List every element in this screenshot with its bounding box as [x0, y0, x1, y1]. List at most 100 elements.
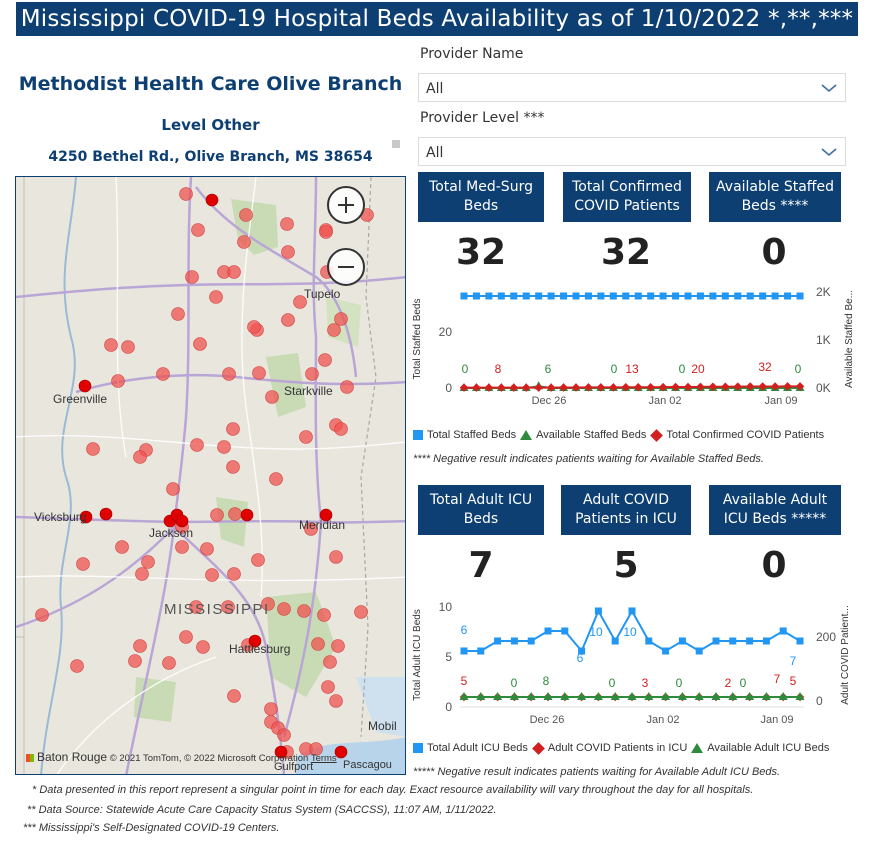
series-line [464, 385, 800, 389]
provider-level-dropdown[interactable]: All [418, 137, 846, 166]
legend-diamond-icon [650, 428, 664, 442]
series-marker [708, 382, 718, 392]
series-marker [696, 292, 704, 300]
y2-tick-label: 1K [816, 333, 831, 347]
series-marker [721, 382, 730, 391]
zoom-out-button[interactable] [327, 248, 365, 286]
map-label-pascagoula: Pascagou [343, 759, 392, 771]
hospital-marker [226, 422, 240, 436]
footer-note-3: *** Mississippi's Self-Designated COVID-… [23, 822, 280, 834]
series-marker [627, 692, 637, 700]
scroll-indicator[interactable] [392, 140, 400, 148]
hospital-map[interactable]: Tupelo Starkville Greenville Vicksburg J… [15, 176, 406, 775]
y2-tick-label: 0 [816, 694, 823, 708]
hospital-marker [334, 312, 348, 326]
hospital-marker [76, 557, 90, 571]
card-adult-covid-icu: Adult COVID Patients in ICU [561, 485, 691, 535]
footnote-icu: ***** Negative result indicates patients… [413, 766, 781, 778]
series-marker [709, 292, 717, 300]
hospital-marker-highlight [319, 508, 333, 522]
series-marker [477, 647, 485, 655]
data-label: 10 [589, 625, 603, 639]
hospital-marker [227, 265, 241, 279]
hospital-marker [141, 555, 155, 569]
hospital-marker [309, 742, 323, 756]
series-marker [662, 647, 670, 655]
series-marker [610, 692, 620, 700]
series-marker [572, 292, 580, 300]
provider-name-dropdown[interactable]: All [418, 73, 846, 102]
hospital-marker [111, 374, 125, 388]
series-marker [593, 692, 603, 700]
data-label: 0 [679, 362, 686, 376]
hospital-marker [327, 323, 341, 337]
hospital-marker [115, 540, 129, 554]
data-label: 8 [495, 362, 502, 376]
hospital-marker [221, 600, 235, 614]
series-marker [728, 692, 738, 700]
series-marker [778, 692, 788, 700]
hospital-marker [277, 728, 291, 742]
series-marker [644, 692, 654, 700]
data-label: 5 [461, 674, 468, 688]
series-marker [459, 383, 469, 392]
y-tick-label: 5 [445, 650, 452, 664]
series-marker [647, 292, 655, 300]
data-label: 3 [642, 676, 649, 690]
data-label: 6 [545, 362, 552, 376]
hospital-marker [281, 313, 295, 327]
hospital-marker [239, 208, 253, 222]
series-marker [544, 627, 552, 635]
hospital-marker-highlight [175, 514, 189, 528]
legend-item: Total Confirmed COVID Patients [666, 429, 825, 441]
series-marker [645, 637, 653, 645]
data-label: 6 [577, 651, 584, 665]
kpi-med-surg: 32 [455, 232, 507, 273]
y-tick-label: 10 [439, 600, 453, 614]
card-available-staffed: Available Staffed Beds **** [709, 172, 841, 222]
hospital-marker [133, 450, 147, 464]
hospital-marker [209, 290, 223, 304]
series-marker [596, 383, 606, 392]
hospital-marker-highlight [78, 379, 92, 393]
series-marker [527, 637, 535, 645]
map-label-gulfport: Gulfport [274, 761, 314, 773]
hospital-marker [210, 508, 224, 522]
series-marker [522, 292, 530, 300]
legend-item: Adult COVID Patients in ICU [547, 742, 688, 754]
hospital-marker [227, 567, 241, 581]
hospital-marker [166, 482, 180, 496]
hospital-marker [128, 654, 142, 668]
hospital-marker [280, 217, 294, 231]
series-marker [622, 292, 630, 300]
data-label: 0 [462, 362, 469, 376]
series-marker [659, 292, 667, 300]
map-terms-link[interactable]: Terms [310, 753, 337, 764]
kpi-available-staffed: 0 [761, 232, 787, 273]
data-label: 7 [774, 672, 781, 686]
hospital-marker [237, 235, 251, 249]
hospital-marker-highlight [334, 745, 348, 759]
series-marker [594, 607, 602, 615]
chart-staffed-beds: 0 20 0K 1K 2K Dec 26 Jan 02 Jan 09 Total Staffed… [408, 280, 878, 420]
series-marker [535, 292, 543, 300]
y-tick-label: 0 [445, 381, 452, 395]
series-marker [762, 637, 770, 645]
hospital-marker [175, 540, 189, 554]
chevron-down-icon [819, 78, 839, 102]
hospital-level: Level Other [161, 116, 260, 134]
zoom-in-button[interactable] [327, 186, 365, 224]
hospital-marker [323, 655, 337, 669]
series-marker [758, 382, 767, 391]
series-marker [746, 292, 754, 300]
hospital-marker [317, 608, 331, 622]
hospital-marker [133, 639, 147, 653]
legend-item: Available Staffed Beds [536, 429, 647, 441]
series-marker [729, 637, 737, 645]
series-marker [661, 692, 671, 700]
hospital-marker [264, 702, 278, 716]
hospital-marker [304, 522, 318, 536]
series-marker [796, 292, 804, 300]
card-med-surg: Total Med-Surg Beds [418, 172, 544, 222]
series-marker [472, 292, 480, 300]
